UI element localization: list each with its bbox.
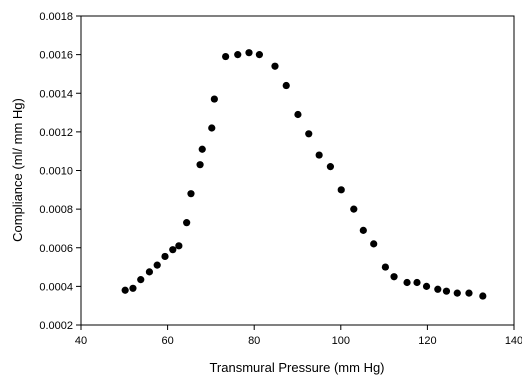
y-axis-title: Compliance (ml/ mm Hg) [10, 98, 25, 242]
plot-frame [80, 15, 515, 326]
data-point [196, 161, 204, 169]
data-point [198, 145, 206, 153]
x-tick-label: 120 [418, 335, 436, 347]
y-axis-ticks: 0.0002 0.0004 0.0006 0.0008 0.0010 0.0012 0.00… [39, 11, 81, 332]
y-tick-label: 0.0002 [39, 320, 73, 332]
data-point [403, 278, 411, 287]
data-point [305, 130, 313, 138]
x-axis-title: Transmural Pressure (mm Hg) [209, 360, 384, 375]
x-tick-label: 100 [332, 335, 350, 347]
data-point [479, 292, 487, 300]
data-point [370, 240, 378, 248]
x-axis-ticks: 40 60 80 100 120 140 [75, 325, 522, 347]
data-point [442, 287, 451, 295]
data-point [234, 51, 242, 59]
data-point [175, 242, 183, 250]
data-point [169, 246, 177, 254]
y-tick-label: 0.0014 [39, 88, 73, 100]
data-point [129, 284, 137, 292]
data-point [453, 289, 461, 297]
data-point [210, 95, 218, 103]
data-point [145, 268, 154, 276]
data-point [121, 286, 129, 294]
data-point [326, 163, 335, 171]
data-point [294, 110, 302, 119]
data-point [282, 81, 290, 90]
data-point [208, 124, 216, 132]
data-point [350, 205, 358, 213]
y-tick-label: 0.0008 [39, 204, 73, 216]
y-tick-label: 0.0010 [39, 166, 73, 178]
data-point [390, 273, 398, 281]
data-point [137, 276, 145, 284]
data-point [183, 219, 191, 227]
data-points [121, 49, 487, 300]
data-point [271, 62, 279, 70]
data-point [413, 278, 421, 287]
data-point [161, 252, 169, 261]
data-point [465, 289, 473, 297]
data-point [422, 282, 431, 290]
data-point [153, 261, 161, 269]
data-point [359, 226, 367, 234]
data-point [315, 151, 323, 159]
data-point [381, 263, 389, 271]
data-point [222, 52, 230, 61]
y-tick-label: 0.0006 [39, 243, 73, 255]
data-point [337, 186, 345, 194]
data-point [255, 51, 263, 59]
y-tick-label: 0.0012 [39, 127, 73, 139]
data-point [434, 285, 442, 293]
y-tick-label: 0.0018 [39, 11, 73, 23]
x-tick-label: 60 [161, 335, 173, 347]
x-tick-label: 40 [75, 335, 87, 347]
x-tick-label: 140 [505, 335, 522, 347]
x-tick-label: 80 [248, 335, 260, 347]
y-tick-label: 0.0016 [39, 50, 73, 62]
data-point [187, 190, 195, 198]
data-point [245, 49, 253, 57]
y-tick-label: 0.0004 [39, 281, 73, 293]
